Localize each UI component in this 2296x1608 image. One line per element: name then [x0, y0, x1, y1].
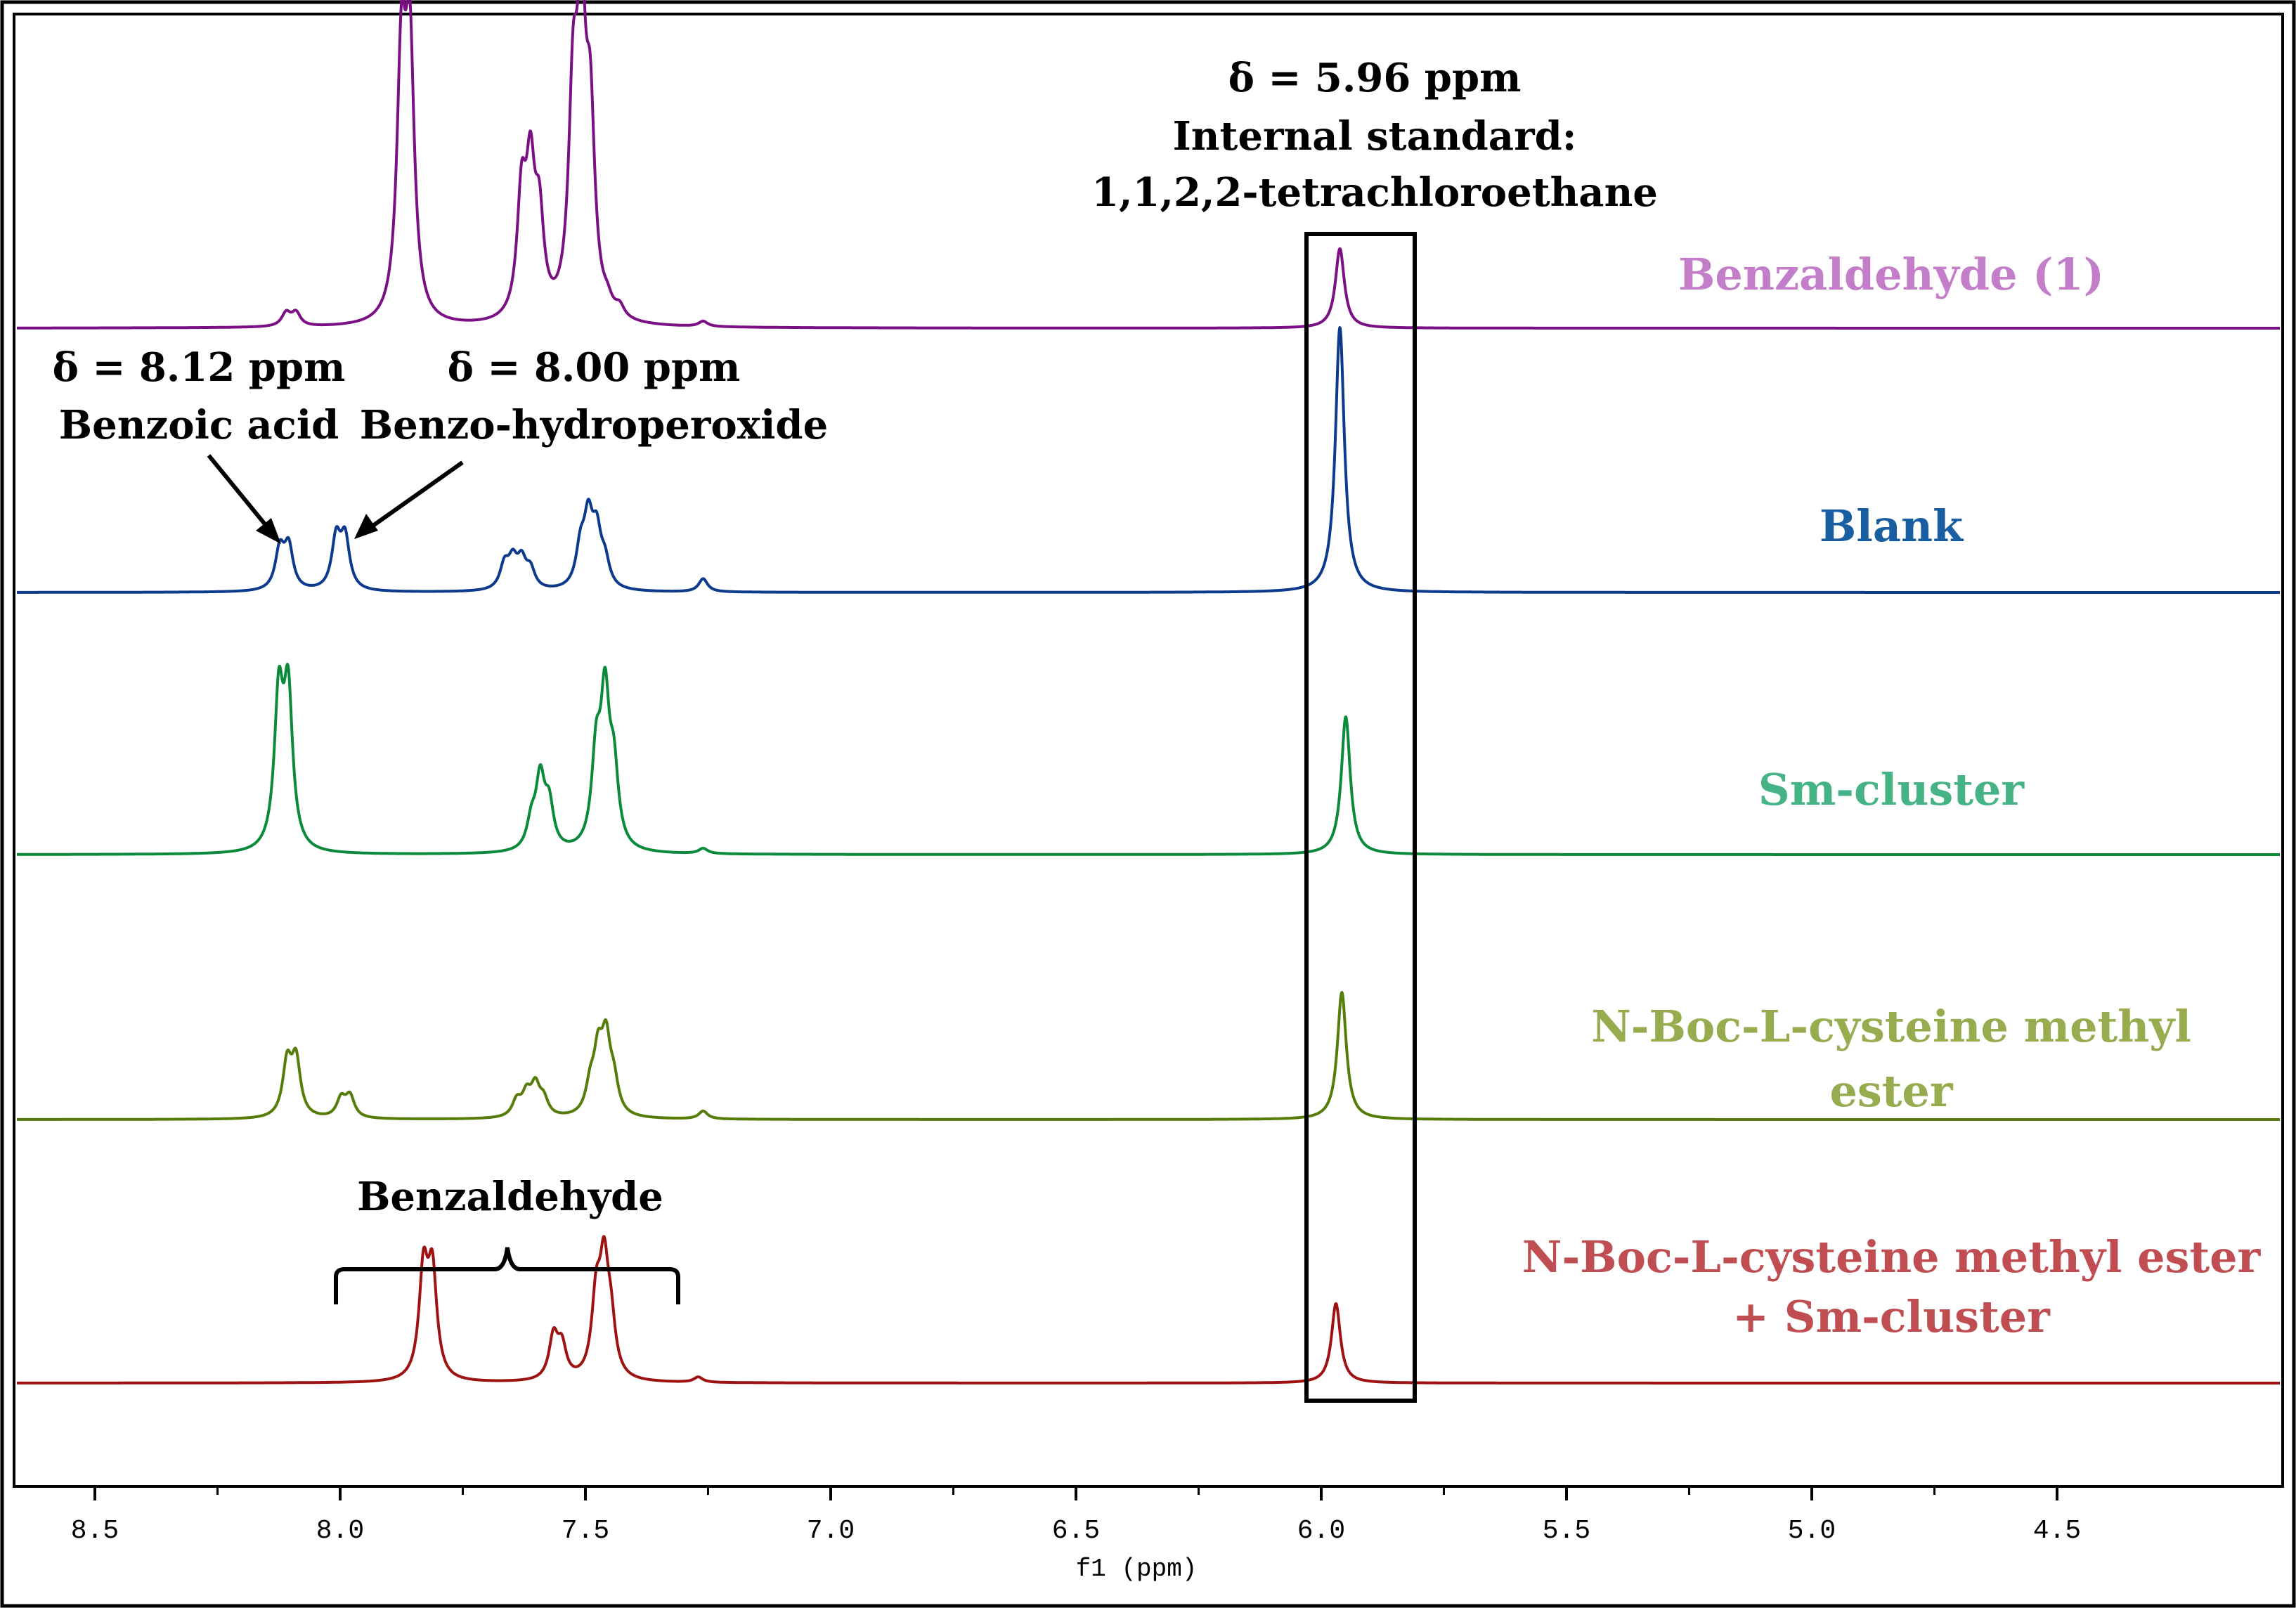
benzaldehyde-bracket-label: Benzaldehyde — [357, 1174, 663, 1220]
internal-standard-compound: 1,1,2,2-tetrachloroethane — [1091, 169, 1658, 216]
x-tick-label: 5.0 — [1788, 1516, 1836, 1546]
benzoic-acid-label: Benzoic acid — [59, 402, 339, 448]
series-label: ester — [1829, 1065, 1953, 1117]
internal-standard-annotation: δ = 5.96 ppm Internal standard: 1,1,2,2-… — [1091, 55, 1658, 1403]
spectra-group — [15, 0, 2281, 1385]
x-tick-label: 7.0 — [807, 1516, 855, 1546]
benzoic-acid-arrow-line — [207, 454, 271, 530]
benzoic-acid-arrowhead — [256, 518, 281, 544]
benzoic-acid-annotation: δ = 8.12 ppm Benzoic acid — [53, 344, 346, 544]
benzoic-acid-shift: δ = 8.12 ppm — [53, 344, 346, 391]
series-label: Blank — [1820, 500, 1964, 552]
x-tick-label: 8.0 — [316, 1516, 364, 1546]
x-tick-label: 5.5 — [1543, 1516, 1590, 1546]
benzo-hydroperoxide-arrowhead — [354, 514, 378, 539]
benzo-hydroperoxide-shift: δ = 8.00 ppm — [448, 344, 741, 391]
series-label: Sm-cluster — [1758, 764, 2025, 815]
x-axis: 8.5 8.0 7.5 7.0 6.5 6.0 5.5 5.0 4.5 f1 (ppm) — [14, 1485, 2283, 1583]
x-tick-label: 6.0 — [1297, 1516, 1345, 1546]
benzo-hydroperoxide-annotation: δ = 8.00 ppm Benzo-hydroperoxide — [354, 344, 828, 539]
x-tick-label: 6.5 — [1052, 1516, 1100, 1546]
spectrum-line — [15, 1235, 2281, 1385]
internal-standard-title: Internal standard: — [1173, 113, 1577, 160]
spectrum-line — [15, 0, 2281, 330]
series-label: + Sm-cluster — [1732, 1291, 2051, 1342]
benzo-hydroperoxide-arrow-line — [368, 460, 464, 531]
spectrum-line — [15, 663, 2281, 856]
series-label: Benzaldehyde (1) — [1678, 249, 2104, 300]
benzaldehyde-bracket-annotation: Benzaldehyde — [334, 1174, 680, 1304]
benzaldehyde-bracket — [334, 1247, 680, 1304]
x-tick-label: 7.5 — [562, 1516, 609, 1546]
x-axis-label: f1 (ppm) — [1076, 1555, 1198, 1583]
benzo-hydroperoxide-label: Benzo-hydroperoxide — [360, 402, 828, 448]
spectrum-line — [15, 991, 2281, 1121]
series-label: N-Boc-L-cysteine methyl — [1591, 1001, 2191, 1052]
internal-standard-shift: δ = 5.96 ppm — [1228, 55, 1522, 101]
x-tick-label: 4.5 — [2033, 1516, 2081, 1546]
x-tick-group: 8.5 8.0 7.5 7.0 6.5 6.0 5.5 5.0 4.5 — [71, 1486, 2081, 1546]
internal-standard-box — [1304, 232, 1417, 1403]
series-label: N-Boc-L-cysteine methyl ester — [1522, 1231, 2262, 1283]
spectrum-line — [15, 326, 2281, 594]
series-labels-group: Benzaldehyde (1) Blank Sm-cluster N-Boc-L-c… — [1522, 249, 2262, 1342]
x-tick-label: 8.5 — [71, 1516, 119, 1546]
